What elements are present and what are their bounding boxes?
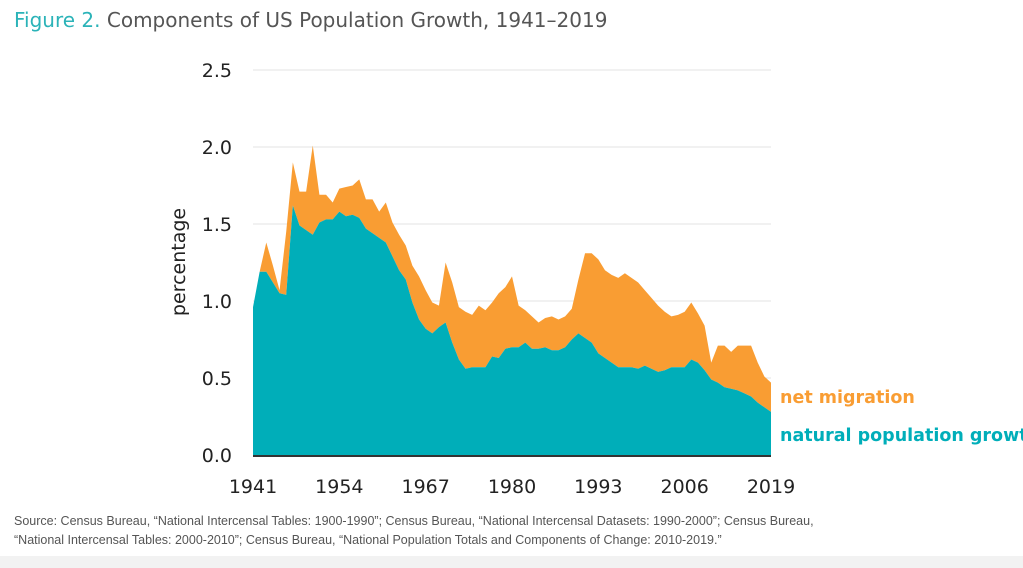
bottom-bar xyxy=(0,556,1023,568)
y-tick-labels: 0.0 0.5 1.0 1.5 2.0 2.5 xyxy=(202,60,232,467)
y-tick-label: 0.5 xyxy=(202,368,232,390)
x-tick-labels: 1941 1954 1967 1980 1993 2006 2019 xyxy=(229,476,795,498)
x-tick-label: 1954 xyxy=(315,476,363,498)
stacked-area-chart: 0.0 0.5 1.0 1.5 2.0 2.5 1941 1954 1967 1980 1993 2… xyxy=(168,60,1023,498)
source-line-2: “National Intercensal Tables: 2000-2010”… xyxy=(14,533,722,547)
x-tick-label: 1993 xyxy=(574,476,622,498)
net-migration-area xyxy=(253,145,771,412)
x-tick-label: 1967 xyxy=(401,476,449,498)
y-tick-label: 0.0 xyxy=(202,445,232,467)
figure-title-text: Components of US Population Growth, 1941… xyxy=(106,8,608,32)
x-tick-label: 2019 xyxy=(747,476,795,498)
x-tick-label: 1980 xyxy=(488,476,536,498)
legend-label-natural-population-growth: natural population growth xyxy=(780,426,1023,446)
natural-growth-area xyxy=(253,205,771,455)
figure-label: Figure 2. xyxy=(14,8,101,32)
figure-title: Figure 2. Components of US Population Gr… xyxy=(14,8,607,32)
y-axis-label: percentage xyxy=(168,208,190,316)
x-tick-label: 1941 xyxy=(229,476,277,498)
x-tick-label: 2006 xyxy=(660,476,708,498)
y-tick-label: 2.0 xyxy=(202,137,232,159)
y-tick-label: 2.5 xyxy=(202,60,232,82)
y-tick-label: 1.5 xyxy=(202,214,232,236)
y-tick-label: 1.0 xyxy=(202,291,232,313)
source-line-1: Source: Census Bureau, “National Interce… xyxy=(14,514,814,528)
legend-label-net-migration: net migration xyxy=(780,388,915,408)
